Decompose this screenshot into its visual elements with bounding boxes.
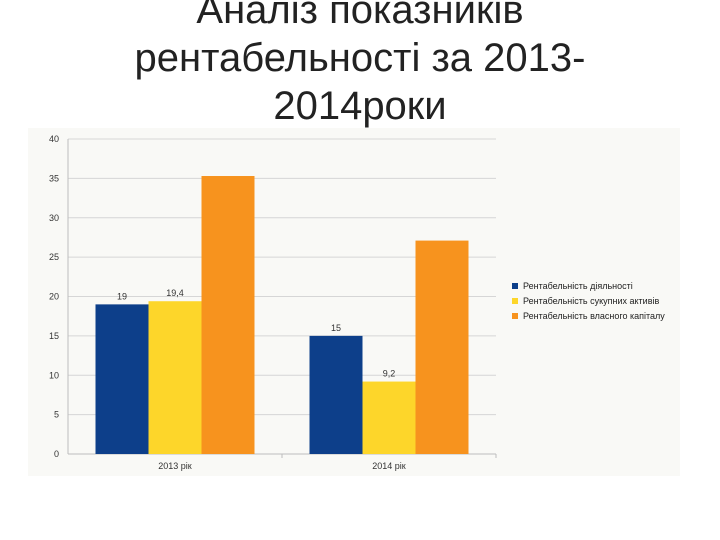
x-tick-label: 2013 рік: [158, 461, 192, 471]
legend-swatch: [512, 298, 518, 304]
legend-label: Рентабельність діяльності: [523, 281, 633, 291]
bar: [362, 381, 416, 454]
y-tick-label: 35: [49, 173, 59, 183]
y-tick-label: 25: [49, 252, 59, 262]
bar: [95, 304, 149, 454]
data-label: 9,2: [383, 369, 396, 379]
y-tick-label: 20: [49, 292, 59, 302]
y-tick-label: 10: [49, 370, 59, 380]
y-tick-label: 30: [49, 213, 59, 223]
y-tick-label: 5: [54, 410, 59, 420]
bar: [201, 176, 255, 454]
data-label: 19,4: [166, 288, 184, 298]
bar: [309, 335, 363, 454]
y-tick-label: 15: [49, 331, 59, 341]
legend-label: Рентабельність сукупних активів: [523, 296, 659, 306]
legend-swatch: [512, 283, 518, 289]
y-tick-label: 40: [49, 134, 59, 144]
data-label: 19: [117, 291, 127, 301]
bar: [415, 240, 469, 454]
y-tick-label: 0: [54, 449, 59, 459]
legend-swatch: [512, 313, 518, 319]
data-label: 15: [331, 323, 341, 333]
legend-label: Рентабельність власного капіталу: [523, 311, 665, 321]
page-title: Аналіз показників рентабельності за 2013…: [134, 0, 586, 128]
bar: [148, 301, 202, 454]
x-tick-label: 2014 рік: [372, 461, 406, 471]
